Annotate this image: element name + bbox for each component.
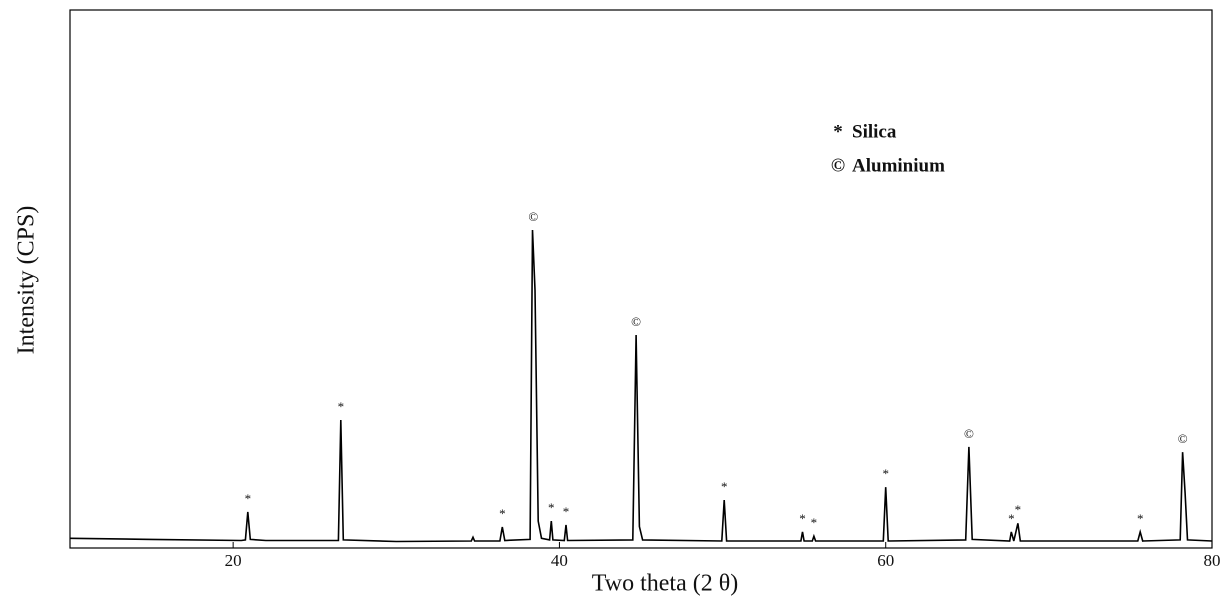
legend-label: Aluminium xyxy=(852,155,945,176)
peak-marker: * xyxy=(811,515,818,530)
pattern-line xyxy=(69,229,1213,543)
peak-marker: © xyxy=(528,209,538,224)
legend-label: Silica xyxy=(852,121,897,142)
peak-marker: * xyxy=(1137,511,1144,526)
peak-marker: * xyxy=(799,511,806,526)
x-tick-label: 40 xyxy=(551,551,568,570)
peak-marker: * xyxy=(548,500,555,515)
peak-marker: © xyxy=(1178,431,1188,446)
peak-marker: * xyxy=(1015,502,1022,517)
x-axis-label: Two theta (2 θ) xyxy=(592,571,738,597)
peak-marker: * xyxy=(338,399,345,414)
peak-marker: * xyxy=(563,504,570,519)
y-axis-label: Intensity (CPS) xyxy=(14,206,40,355)
legend-symbol: © xyxy=(831,155,845,176)
legend-symbol: * xyxy=(833,121,843,142)
plot-frame xyxy=(69,9,1213,549)
x-tick-label: 60 xyxy=(877,551,894,570)
peak-marker: © xyxy=(631,314,641,329)
peak-marker: * xyxy=(1008,511,1015,526)
peak-marker: * xyxy=(882,466,889,481)
peak-marker: * xyxy=(721,479,728,494)
peak-marker: * xyxy=(499,506,506,521)
x-tick-label: 80 xyxy=(1204,551,1221,570)
peak-marker: © xyxy=(964,426,974,441)
peak-marker: * xyxy=(245,491,252,506)
x-tick-label: 20 xyxy=(225,551,242,570)
